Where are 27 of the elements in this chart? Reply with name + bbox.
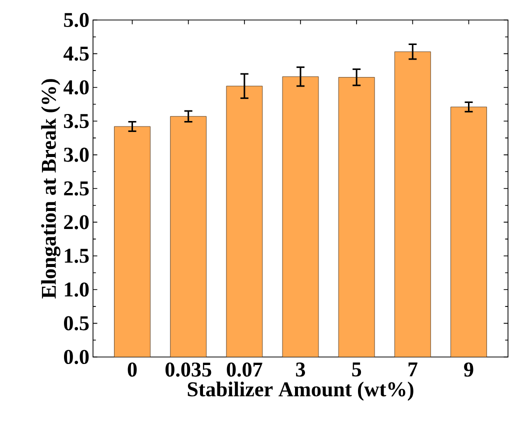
- bar: [282, 76, 318, 357]
- y-tick-label: 4.5: [64, 46, 89, 61]
- bar: [450, 106, 487, 357]
- y-tick-label: 2.5: [64, 181, 89, 196]
- y-tick-label: 0.0: [64, 350, 89, 364]
- x-tick-label: 7: [408, 362, 418, 376]
- y-axis-title: Elongation at Break (%): [41, 79, 60, 298]
- x-tick-label: 5: [352, 362, 362, 376]
- y-tick-label: 1.0: [64, 282, 89, 297]
- y-tick-label: 0.5: [64, 316, 89, 330]
- y-tick-label: 2.0: [64, 215, 89, 230]
- y-tick-label: 3.5: [64, 114, 89, 128]
- x-tick-label: 0.035: [166, 362, 212, 377]
- y-tick-label: 5.0: [64, 12, 89, 28]
- y-tick-label: 4.0: [64, 80, 89, 95]
- x-tick-label: 9: [464, 362, 474, 377]
- bar: [114, 126, 150, 357]
- x-tick-label: 0.07: [226, 362, 262, 377]
- x-axis-title: Stabilizer Amount (wt%): [188, 382, 414, 401]
- bar: [226, 86, 262, 357]
- bar: [170, 116, 206, 357]
- bar: [338, 77, 375, 357]
- x-tick-label: 0: [128, 362, 137, 377]
- y-tick-label: 3.0: [64, 148, 89, 162]
- bar: [394, 52, 431, 357]
- x-tick-label: 3: [296, 362, 306, 377]
- y-tick-label: 1.5: [64, 248, 89, 263]
